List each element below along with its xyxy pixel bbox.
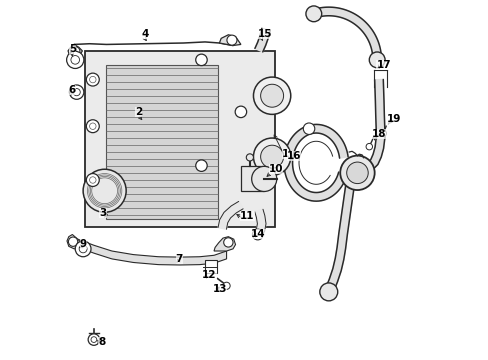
Circle shape [86,73,99,86]
Circle shape [86,174,99,186]
Circle shape [91,337,97,342]
Text: 12: 12 [202,270,216,280]
Text: 1: 1 [282,149,289,159]
Text: 17: 17 [376,60,390,70]
Bar [85,51,274,226]
Circle shape [195,54,207,66]
Polygon shape [254,209,265,236]
Polygon shape [214,237,235,251]
Polygon shape [78,239,226,265]
Text: 15: 15 [258,29,272,39]
Text: 8: 8 [98,337,105,347]
Text: 2: 2 [135,107,142,117]
Circle shape [86,120,99,133]
Text: 13: 13 [212,284,227,294]
Circle shape [69,85,83,99]
Circle shape [223,238,233,247]
Polygon shape [324,172,356,293]
Circle shape [79,245,87,253]
Circle shape [83,169,126,212]
Polygon shape [68,44,82,58]
Circle shape [260,145,283,168]
Circle shape [252,229,263,240]
Circle shape [366,143,372,150]
Text: 18: 18 [371,129,386,139]
Text: 4: 4 [141,29,148,39]
Text: 9: 9 [80,239,86,249]
Circle shape [195,160,207,171]
Circle shape [235,106,246,118]
Text: 14: 14 [250,229,265,239]
Circle shape [305,6,321,22]
Text: 7: 7 [175,255,183,265]
Polygon shape [312,7,381,60]
Circle shape [75,241,91,257]
Circle shape [251,166,276,192]
Circle shape [89,177,96,183]
Circle shape [88,334,100,345]
Circle shape [253,138,290,175]
Circle shape [226,35,237,45]
Circle shape [246,154,253,161]
Polygon shape [218,201,243,229]
Polygon shape [284,125,347,201]
Bar [106,64,217,219]
Circle shape [380,131,386,136]
Polygon shape [374,80,384,139]
Circle shape [68,237,78,246]
Circle shape [260,84,283,107]
Circle shape [340,156,374,190]
Circle shape [70,46,80,56]
Text: 10: 10 [268,164,283,174]
Polygon shape [355,138,384,175]
Bar [241,166,264,192]
Polygon shape [219,35,241,45]
Circle shape [303,123,314,134]
Circle shape [368,52,384,68]
Circle shape [66,51,83,68]
Text: 6: 6 [69,85,76,95]
Bar [204,260,216,273]
Text: 3: 3 [99,208,106,218]
Circle shape [73,89,80,96]
Text: 19: 19 [386,114,401,124]
Text: 16: 16 [286,151,301,161]
Text: 5: 5 [69,44,76,54]
Circle shape [89,76,96,83]
Circle shape [253,77,290,114]
Circle shape [71,55,80,64]
Circle shape [223,282,230,289]
Circle shape [89,123,96,130]
Circle shape [346,162,367,184]
Circle shape [319,283,337,301]
Polygon shape [67,234,81,249]
Text: 11: 11 [240,211,254,221]
Polygon shape [254,28,270,52]
